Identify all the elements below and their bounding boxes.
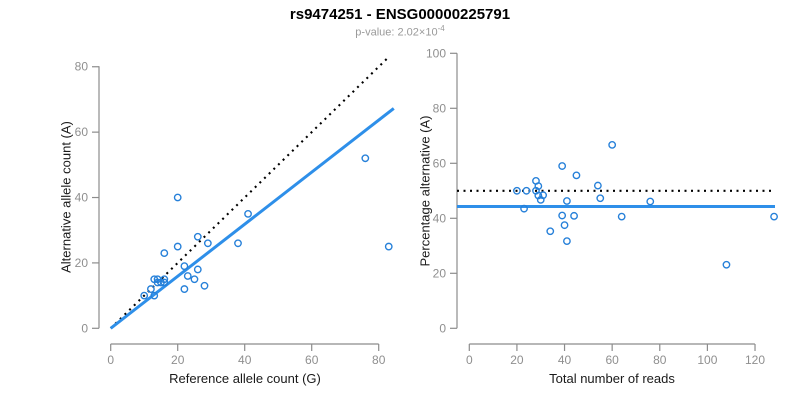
data-point	[384, 242, 393, 251]
data-point	[646, 197, 655, 206]
data-point	[522, 186, 531, 195]
right-y-axis-title: Percentage alternative (A)	[417, 115, 433, 267]
data-point	[190, 275, 199, 284]
data-point	[193, 232, 202, 241]
data-point	[160, 275, 169, 284]
y-tick-label: 80	[75, 60, 89, 74]
page-title: rs9474251 - ENSG00000225791	[289, 6, 511, 23]
y-tick-label: 20	[75, 256, 89, 270]
data-point	[770, 212, 778, 221]
y-tick-label: 40	[75, 191, 89, 205]
data-point	[558, 211, 567, 220]
data-point	[150, 291, 159, 300]
data-point	[203, 239, 212, 248]
right-x-axis-title: Total number of reads	[549, 371, 675, 386]
x-tick-label: 0	[107, 353, 114, 367]
y-tick-label: 0	[439, 321, 446, 335]
x-tick-label: 40	[558, 353, 572, 367]
x-tick-label: 60	[605, 353, 619, 367]
left-y-axis-title: Alternative allele count (A)	[58, 121, 74, 273]
data-point	[180, 262, 189, 271]
y-tick-label: 80	[433, 101, 447, 115]
data-point	[244, 209, 252, 218]
data-point	[563, 237, 571, 246]
data-point	[183, 272, 192, 280]
data-point	[558, 162, 567, 170]
data-point	[173, 242, 182, 251]
data-point	[234, 239, 242, 248]
y-tick-label: 20	[433, 266, 447, 280]
pvalue-text: p-value: 2.02×10	[355, 26, 438, 39]
data-point	[563, 197, 571, 205]
left-x-axis-title: Reference allele count (G)	[169, 371, 321, 386]
data-point	[593, 181, 602, 190]
data-point	[173, 193, 182, 202]
y-tick-label: 60	[75, 125, 89, 139]
x-tick-label: 80	[372, 353, 386, 367]
fit-line	[109, 107, 395, 330]
data-point	[361, 154, 370, 163]
x-tick-label: 80	[653, 353, 667, 367]
x-tick-label: 20	[171, 353, 185, 367]
data-point	[596, 194, 605, 203]
y-tick-label: 40	[433, 211, 447, 225]
data-point	[722, 260, 731, 269]
data-point	[570, 211, 578, 220]
data-point	[200, 281, 209, 290]
x-tick-label: 100	[697, 353, 717, 367]
data-point	[193, 265, 202, 274]
data-point	[160, 249, 169, 258]
data-point	[146, 285, 155, 293]
data-point	[180, 285, 189, 293]
x-tick-label: 20	[510, 353, 524, 367]
x-tick-label: 40	[238, 353, 252, 367]
data-point	[617, 212, 626, 221]
data-point	[572, 171, 581, 180]
x-tick-label: 60	[305, 353, 319, 367]
y-tick-label: 100	[426, 46, 446, 60]
data-point	[140, 291, 149, 300]
data-point	[560, 221, 569, 230]
data-point	[160, 278, 169, 287]
y-tick-label: 60	[433, 156, 447, 170]
data-point	[546, 227, 555, 236]
x-tick-label: 120	[745, 353, 765, 367]
y-tick-label: 0	[81, 321, 88, 335]
x-tick-label: 0	[466, 353, 473, 367]
identity-line	[109, 55, 391, 330]
data-point	[513, 186, 521, 195]
data-point	[608, 140, 617, 149]
data-point	[520, 204, 528, 213]
pvalue-exponent: -4	[437, 24, 445, 33]
page-subtitle: p-value: 2.02×10-4	[0, 24, 800, 39]
data-point	[536, 195, 545, 204]
